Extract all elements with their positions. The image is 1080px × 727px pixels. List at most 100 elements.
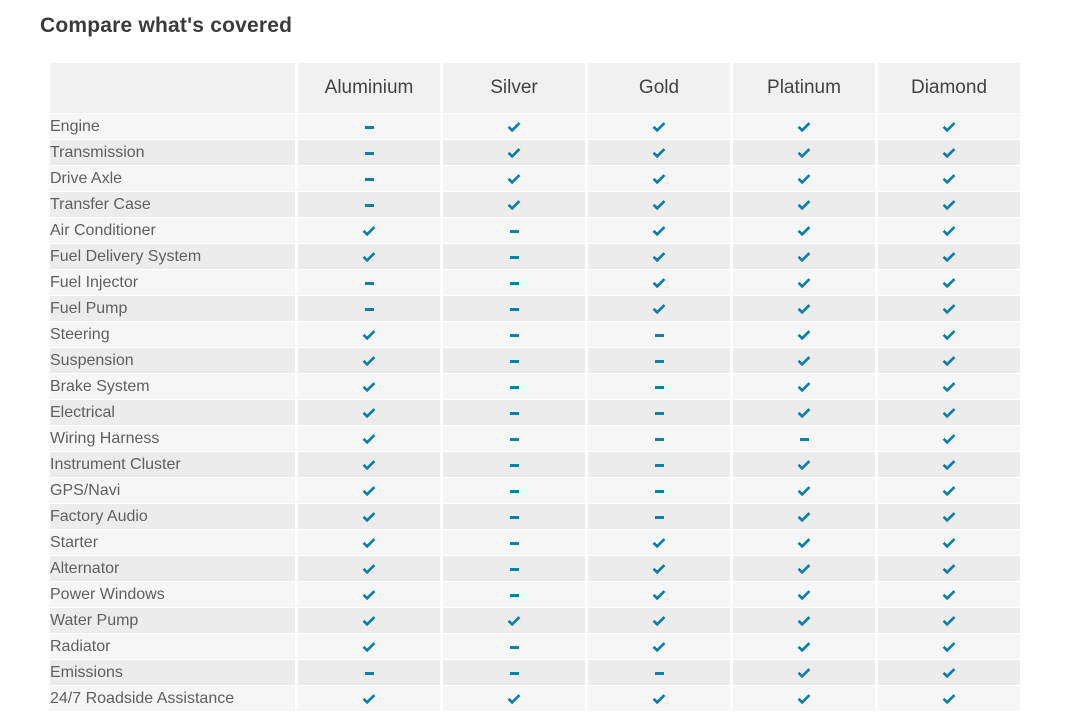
coverage-cell [878, 660, 1020, 685]
coverage-cell [733, 634, 875, 659]
dash-icon [364, 203, 374, 207]
column-header-silver: Silver [443, 63, 585, 113]
column-header-gold: Gold [588, 63, 730, 113]
dash-icon [654, 385, 664, 389]
check-icon [941, 249, 957, 264]
corner-cell [50, 63, 295, 113]
dash-icon [509, 333, 519, 337]
row-label: Wiring Harness [50, 426, 295, 451]
row-label: GPS/Navi [50, 478, 295, 503]
coverage-cell [878, 530, 1020, 555]
table-row: 24/7 Roadside Assistance [50, 686, 1020, 711]
coverage-cell [588, 374, 730, 399]
table-row: Engine [50, 114, 1020, 139]
check-icon [941, 561, 957, 576]
dash-icon [509, 541, 519, 545]
coverage-cell [733, 140, 875, 165]
coverage-cell [298, 478, 440, 503]
row-label: Emissions [50, 660, 295, 685]
check-icon [796, 379, 812, 394]
check-icon [796, 587, 812, 602]
coverage-cell [733, 348, 875, 373]
check-icon [941, 457, 957, 472]
table-body: Engine Transmission Drive Axle Transfer Cas… [50, 114, 1020, 711]
coverage-cell [443, 192, 585, 217]
coverage-comparison-table: Aluminium Silver Gold Platinum Diamond Engin… [47, 62, 1023, 712]
table-row: Air Conditioner [50, 218, 1020, 243]
coverage-cell [733, 556, 875, 581]
check-icon [796, 535, 812, 550]
table-row: Steering [50, 322, 1020, 347]
check-icon [796, 665, 812, 680]
coverage-cell [733, 452, 875, 477]
check-icon [361, 613, 377, 628]
check-icon [651, 561, 667, 576]
check-icon [361, 223, 377, 238]
coverage-cell [588, 634, 730, 659]
coverage-cell [588, 140, 730, 165]
dash-icon [654, 463, 664, 467]
coverage-cell [443, 582, 585, 607]
coverage-cell [443, 296, 585, 321]
check-icon [796, 327, 812, 342]
row-label: Drive Axle [50, 166, 295, 191]
dash-icon [364, 671, 374, 675]
check-icon [796, 691, 812, 706]
coverage-cell [733, 322, 875, 347]
table-row: Drive Axle [50, 166, 1020, 191]
check-icon [651, 145, 667, 160]
table-row: GPS/Navi [50, 478, 1020, 503]
check-icon [941, 613, 957, 628]
check-icon [651, 275, 667, 290]
coverage-cell [443, 218, 585, 243]
coverage-cell [878, 608, 1020, 633]
check-icon [361, 483, 377, 498]
coverage-cell [733, 192, 875, 217]
check-icon [361, 457, 377, 472]
check-icon [651, 639, 667, 654]
check-icon [941, 431, 957, 446]
header-row: Aluminium Silver Gold Platinum Diamond [50, 63, 1020, 113]
table-row: Electrical [50, 400, 1020, 425]
check-icon [361, 327, 377, 342]
coverage-cell [878, 452, 1020, 477]
coverage-cell [878, 348, 1020, 373]
coverage-cell [588, 504, 730, 529]
table-row: Fuel Pump [50, 296, 1020, 321]
coverage-cell [443, 400, 585, 425]
coverage-cell [443, 634, 585, 659]
dash-icon [654, 489, 664, 493]
column-header-platinum: Platinum [733, 63, 875, 113]
coverage-cell [588, 114, 730, 139]
check-icon [796, 405, 812, 420]
table-row: Suspension [50, 348, 1020, 373]
row-label: Transfer Case [50, 192, 295, 217]
coverage-cell [588, 686, 730, 711]
row-label: Instrument Cluster [50, 452, 295, 477]
coverage-cell [733, 244, 875, 269]
dash-icon [654, 333, 664, 337]
check-icon [651, 691, 667, 706]
coverage-cell [443, 426, 585, 451]
check-icon [941, 379, 957, 394]
check-icon [941, 275, 957, 290]
coverage-cell [878, 426, 1020, 451]
check-icon [361, 379, 377, 394]
dash-icon [509, 229, 519, 233]
coverage-cell [443, 114, 585, 139]
check-icon [651, 197, 667, 212]
coverage-cell [588, 400, 730, 425]
dash-icon [509, 385, 519, 389]
coverage-cell [298, 218, 440, 243]
check-icon [796, 249, 812, 264]
check-icon [941, 119, 957, 134]
coverage-cell [298, 348, 440, 373]
check-icon [941, 197, 957, 212]
row-label: Electrical [50, 400, 295, 425]
check-icon [941, 535, 957, 550]
coverage-cell [878, 400, 1020, 425]
row-label: Steering [50, 322, 295, 347]
coverage-cell [443, 244, 585, 269]
table-row: Alternator [50, 556, 1020, 581]
dash-icon [509, 281, 519, 285]
